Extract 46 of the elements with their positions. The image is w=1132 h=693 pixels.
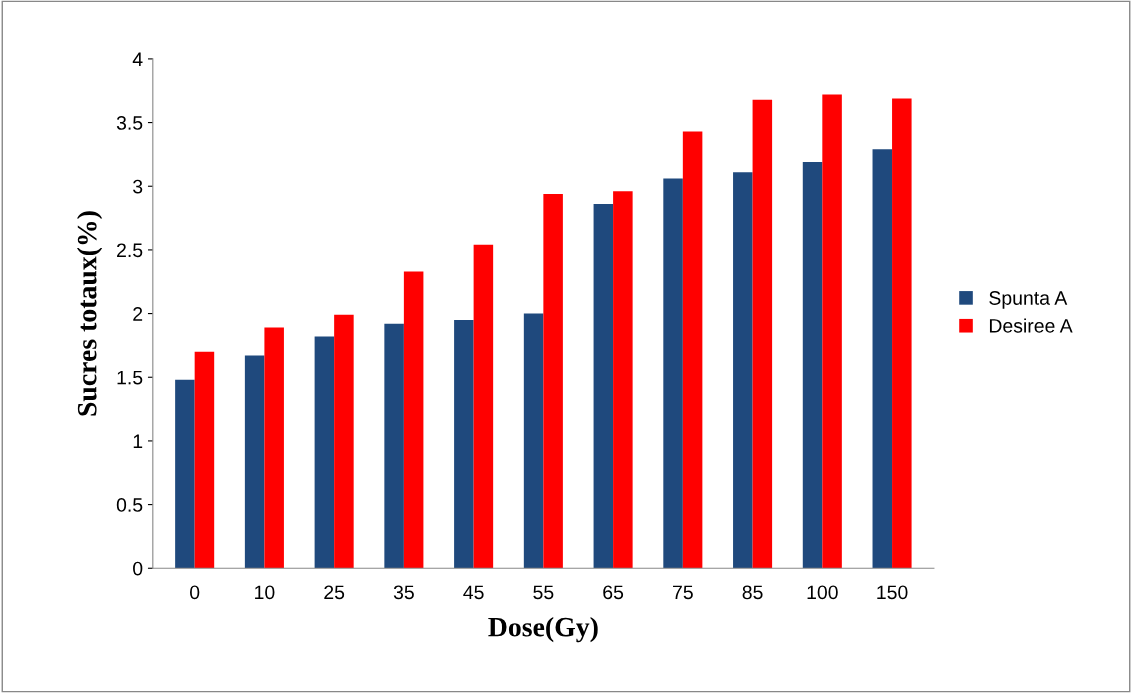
x-tick-label: 35 — [393, 585, 414, 600]
x-tick-label: 10 — [255, 585, 275, 600]
bar — [872, 149, 893, 569]
legend-label: Desiree A — [989, 318, 1073, 333]
bar — [244, 355, 265, 569]
bar — [733, 172, 753, 569]
bar — [822, 94, 842, 569]
x-tick-label: 25 — [324, 585, 345, 600]
x-tick-label: 55 — [533, 585, 554, 600]
x-tick-label: 85 — [742, 585, 763, 600]
x-tick-label: 0 — [190, 585, 200, 600]
y-tick-label: 1 — [133, 434, 143, 448]
bar — [892, 98, 912, 569]
bar — [543, 193, 563, 569]
y-tick-label: 2 — [133, 307, 143, 321]
legend-label: Spunta A — [989, 291, 1068, 309]
x-axis-title: Dose(Gy) — [488, 616, 598, 643]
bar — [454, 319, 474, 569]
bar — [314, 336, 335, 569]
bar — [175, 379, 195, 569]
y-tick-label: 3 — [133, 179, 143, 194]
x-tick-label: 150 — [877, 585, 908, 600]
bar — [593, 204, 614, 569]
bar — [264, 327, 284, 569]
x-tick-label: 65 — [603, 585, 624, 600]
bar — [334, 314, 354, 569]
bar — [682, 131, 703, 569]
x-tick-label: 45 — [463, 585, 484, 600]
x-tick-label: 75 — [673, 585, 693, 600]
bar — [613, 191, 633, 569]
x-tick-label: 100 — [807, 585, 838, 600]
y-tick-label: 0 — [133, 561, 143, 576]
y-tick-label: 0.5 — [116, 498, 143, 512]
bar — [473, 244, 494, 569]
bar — [194, 351, 215, 569]
y-axis-title: Sucres totaux(%) — [76, 211, 103, 416]
y-tick-label: 3.5 — [116, 116, 143, 130]
y-tick-label: 1.5 — [117, 370, 143, 385]
y-tick-label: 2.5 — [117, 243, 143, 258]
y-tick-label: 4 — [132, 52, 143, 66]
bar — [384, 323, 404, 569]
bar — [663, 178, 683, 569]
bar — [752, 99, 773, 569]
bar — [802, 162, 823, 569]
bar — [403, 271, 424, 569]
bar — [523, 313, 544, 569]
